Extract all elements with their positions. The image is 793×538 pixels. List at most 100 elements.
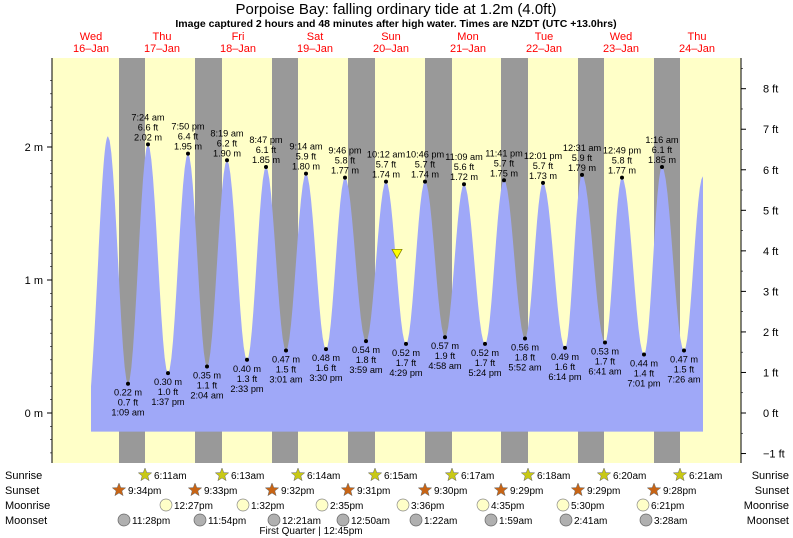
sunset-time: 9:29pm xyxy=(587,486,620,497)
low-tide-time: 3:30 pm xyxy=(309,373,343,383)
sunrise-icon xyxy=(137,467,153,482)
low-tide-time: 3:01 am xyxy=(269,374,303,384)
sunset-icon xyxy=(111,482,127,497)
sunset-icon xyxy=(493,482,509,497)
astro-row-label-right: Moonrise xyxy=(744,500,789,512)
sunrise-icon xyxy=(367,467,383,482)
low-tide-ft: 1.6 ft xyxy=(316,363,337,373)
day-name: Mon xyxy=(457,31,478,43)
right-tick-label: 6 ft xyxy=(763,165,778,177)
moonset-time: 3:28am xyxy=(654,516,687,527)
high-tide-point xyxy=(620,175,624,180)
high-tide-ft: 6.6 ft xyxy=(138,122,159,132)
moonrise-time: 12:27pm xyxy=(174,501,213,512)
high-tide-ft: 5.7 ft xyxy=(415,160,436,170)
low-tide-time: 1:37 pm xyxy=(151,397,185,407)
moonset-icon xyxy=(639,513,653,527)
low-tide-m: 0.53 m xyxy=(591,347,619,357)
high-tide-m: 1.77 m xyxy=(608,166,636,176)
sunset-icon xyxy=(264,482,280,497)
right-tick-label: 1 ft xyxy=(763,367,778,379)
sunrise-icon xyxy=(596,467,612,482)
low-tide-m: 0.35 m xyxy=(193,370,221,380)
moonrise-time: 6:21pm xyxy=(651,501,684,512)
sunrise-icon xyxy=(444,467,460,482)
axes: 2 m 1 m 0 m 8 ft 7 ft 6 ft 5 ft 4 ft 3 ft 2 ft 1 f… xyxy=(25,58,785,463)
day-name: Sat xyxy=(307,31,324,43)
low-tide-m: 0.47 m xyxy=(670,354,698,364)
moonset-icon xyxy=(117,513,131,527)
sunset-time: 9:32pm xyxy=(281,486,314,497)
moonrise-time: 4:35pm xyxy=(491,501,524,512)
high-tide-point xyxy=(423,179,427,184)
sunset-icon xyxy=(340,482,356,497)
moonset-time: 11:28pm xyxy=(132,516,170,527)
astro-row-label-right: Moonset xyxy=(747,515,789,527)
low-tide-time: 5:24 pm xyxy=(468,368,502,378)
low-tide-ft: 1.7 ft xyxy=(396,358,417,368)
right-tick-label: 8 ft xyxy=(763,84,778,96)
chart-title: Porpoise Bay: falling ordinary tide at 1… xyxy=(236,1,557,18)
low-tide-time: 2:33 pm xyxy=(230,384,264,394)
high-tide-m: 1.79 m xyxy=(568,163,596,173)
low-tide-time: 7:01 pm xyxy=(627,378,661,388)
low-tide-point xyxy=(245,357,249,362)
high-tide-ft: 5.9 ft xyxy=(572,153,593,163)
high-tide-time: 11:09 am xyxy=(445,152,483,162)
astro-row-label-left: Sunrise xyxy=(5,470,42,482)
high-tide-point xyxy=(304,171,308,176)
sunrise-time: 6:17am xyxy=(461,471,494,482)
high-tide-ft: 5.7 ft xyxy=(494,158,515,168)
low-tide-point xyxy=(523,336,527,341)
low-tide-m: 0.47 m xyxy=(272,354,300,364)
low-tide-point xyxy=(324,347,328,352)
moonset-icon xyxy=(559,513,573,527)
sunrise-time: 6:13am xyxy=(231,471,264,482)
high-tide-time: 10:46 pm xyxy=(406,150,445,160)
low-tide-ft: 1.3 ft xyxy=(237,374,258,384)
sunset-time: 9:31pm xyxy=(357,486,390,497)
high-tide-ft: 6.4 ft xyxy=(178,132,199,142)
low-tide-ft: 1.5 ft xyxy=(674,364,695,374)
low-tide-point xyxy=(205,364,209,369)
low-tide-ft: 1.9 ft xyxy=(435,351,456,361)
high-tide-m: 1.85 m xyxy=(648,155,676,165)
moonrise-icon xyxy=(636,498,650,512)
low-tide-m: 0.44 m xyxy=(630,358,658,368)
day-name: Wed xyxy=(80,31,102,43)
moonset-icon xyxy=(193,513,207,527)
left-tick-label: 0 m xyxy=(25,408,43,420)
low-tide-time: 6:41 am xyxy=(588,367,622,377)
astro-row-label-right: Sunrise xyxy=(752,470,789,482)
sunrise-icon xyxy=(290,467,306,482)
right-tick-label: 3 ft xyxy=(763,286,778,298)
high-tide-m: 2.02 m xyxy=(134,132,162,142)
moonrise-time: 3:36pm xyxy=(411,501,444,512)
chart-subtitle: Image captured 2 hours and 48 minutes af… xyxy=(175,18,616,30)
high-tide-ft: 5.8 ft xyxy=(335,156,356,166)
sunrise-icon xyxy=(520,467,536,482)
high-tide-time: 12:01 pm xyxy=(524,151,563,161)
high-tide-m: 1.90 m xyxy=(213,148,241,158)
astro-row-label-right: Sunset xyxy=(755,485,789,497)
low-tide-time: 4:29 pm xyxy=(389,368,423,378)
high-tide-ft: 5.7 ft xyxy=(533,161,554,171)
high-tide-point xyxy=(541,180,545,185)
moonrise-icon xyxy=(556,498,570,512)
tide-curve xyxy=(91,136,703,432)
low-tide-time: 4:58 am xyxy=(428,361,462,371)
low-tide-point xyxy=(563,345,567,350)
high-tide-m: 1.75 m xyxy=(490,168,518,178)
high-tide-point xyxy=(225,158,229,163)
right-tick-label: 2 ft xyxy=(763,327,778,339)
high-tide-time: 7:24 am xyxy=(131,112,165,122)
high-tide-m: 1.80 m xyxy=(292,162,320,172)
moonset-icon xyxy=(267,513,281,527)
tide-labels: 7:24 am6.6 ft2.02 m 7:50 pm6.4 ft1.95 m 8:… xyxy=(111,112,701,417)
low-tide-point xyxy=(364,339,368,344)
low-tide-ft: 1.0 ft xyxy=(158,387,179,397)
moonrise-time: 2:35pm xyxy=(330,501,363,512)
sunrise-time: 6:18am xyxy=(537,471,570,482)
tide-points xyxy=(126,142,686,386)
